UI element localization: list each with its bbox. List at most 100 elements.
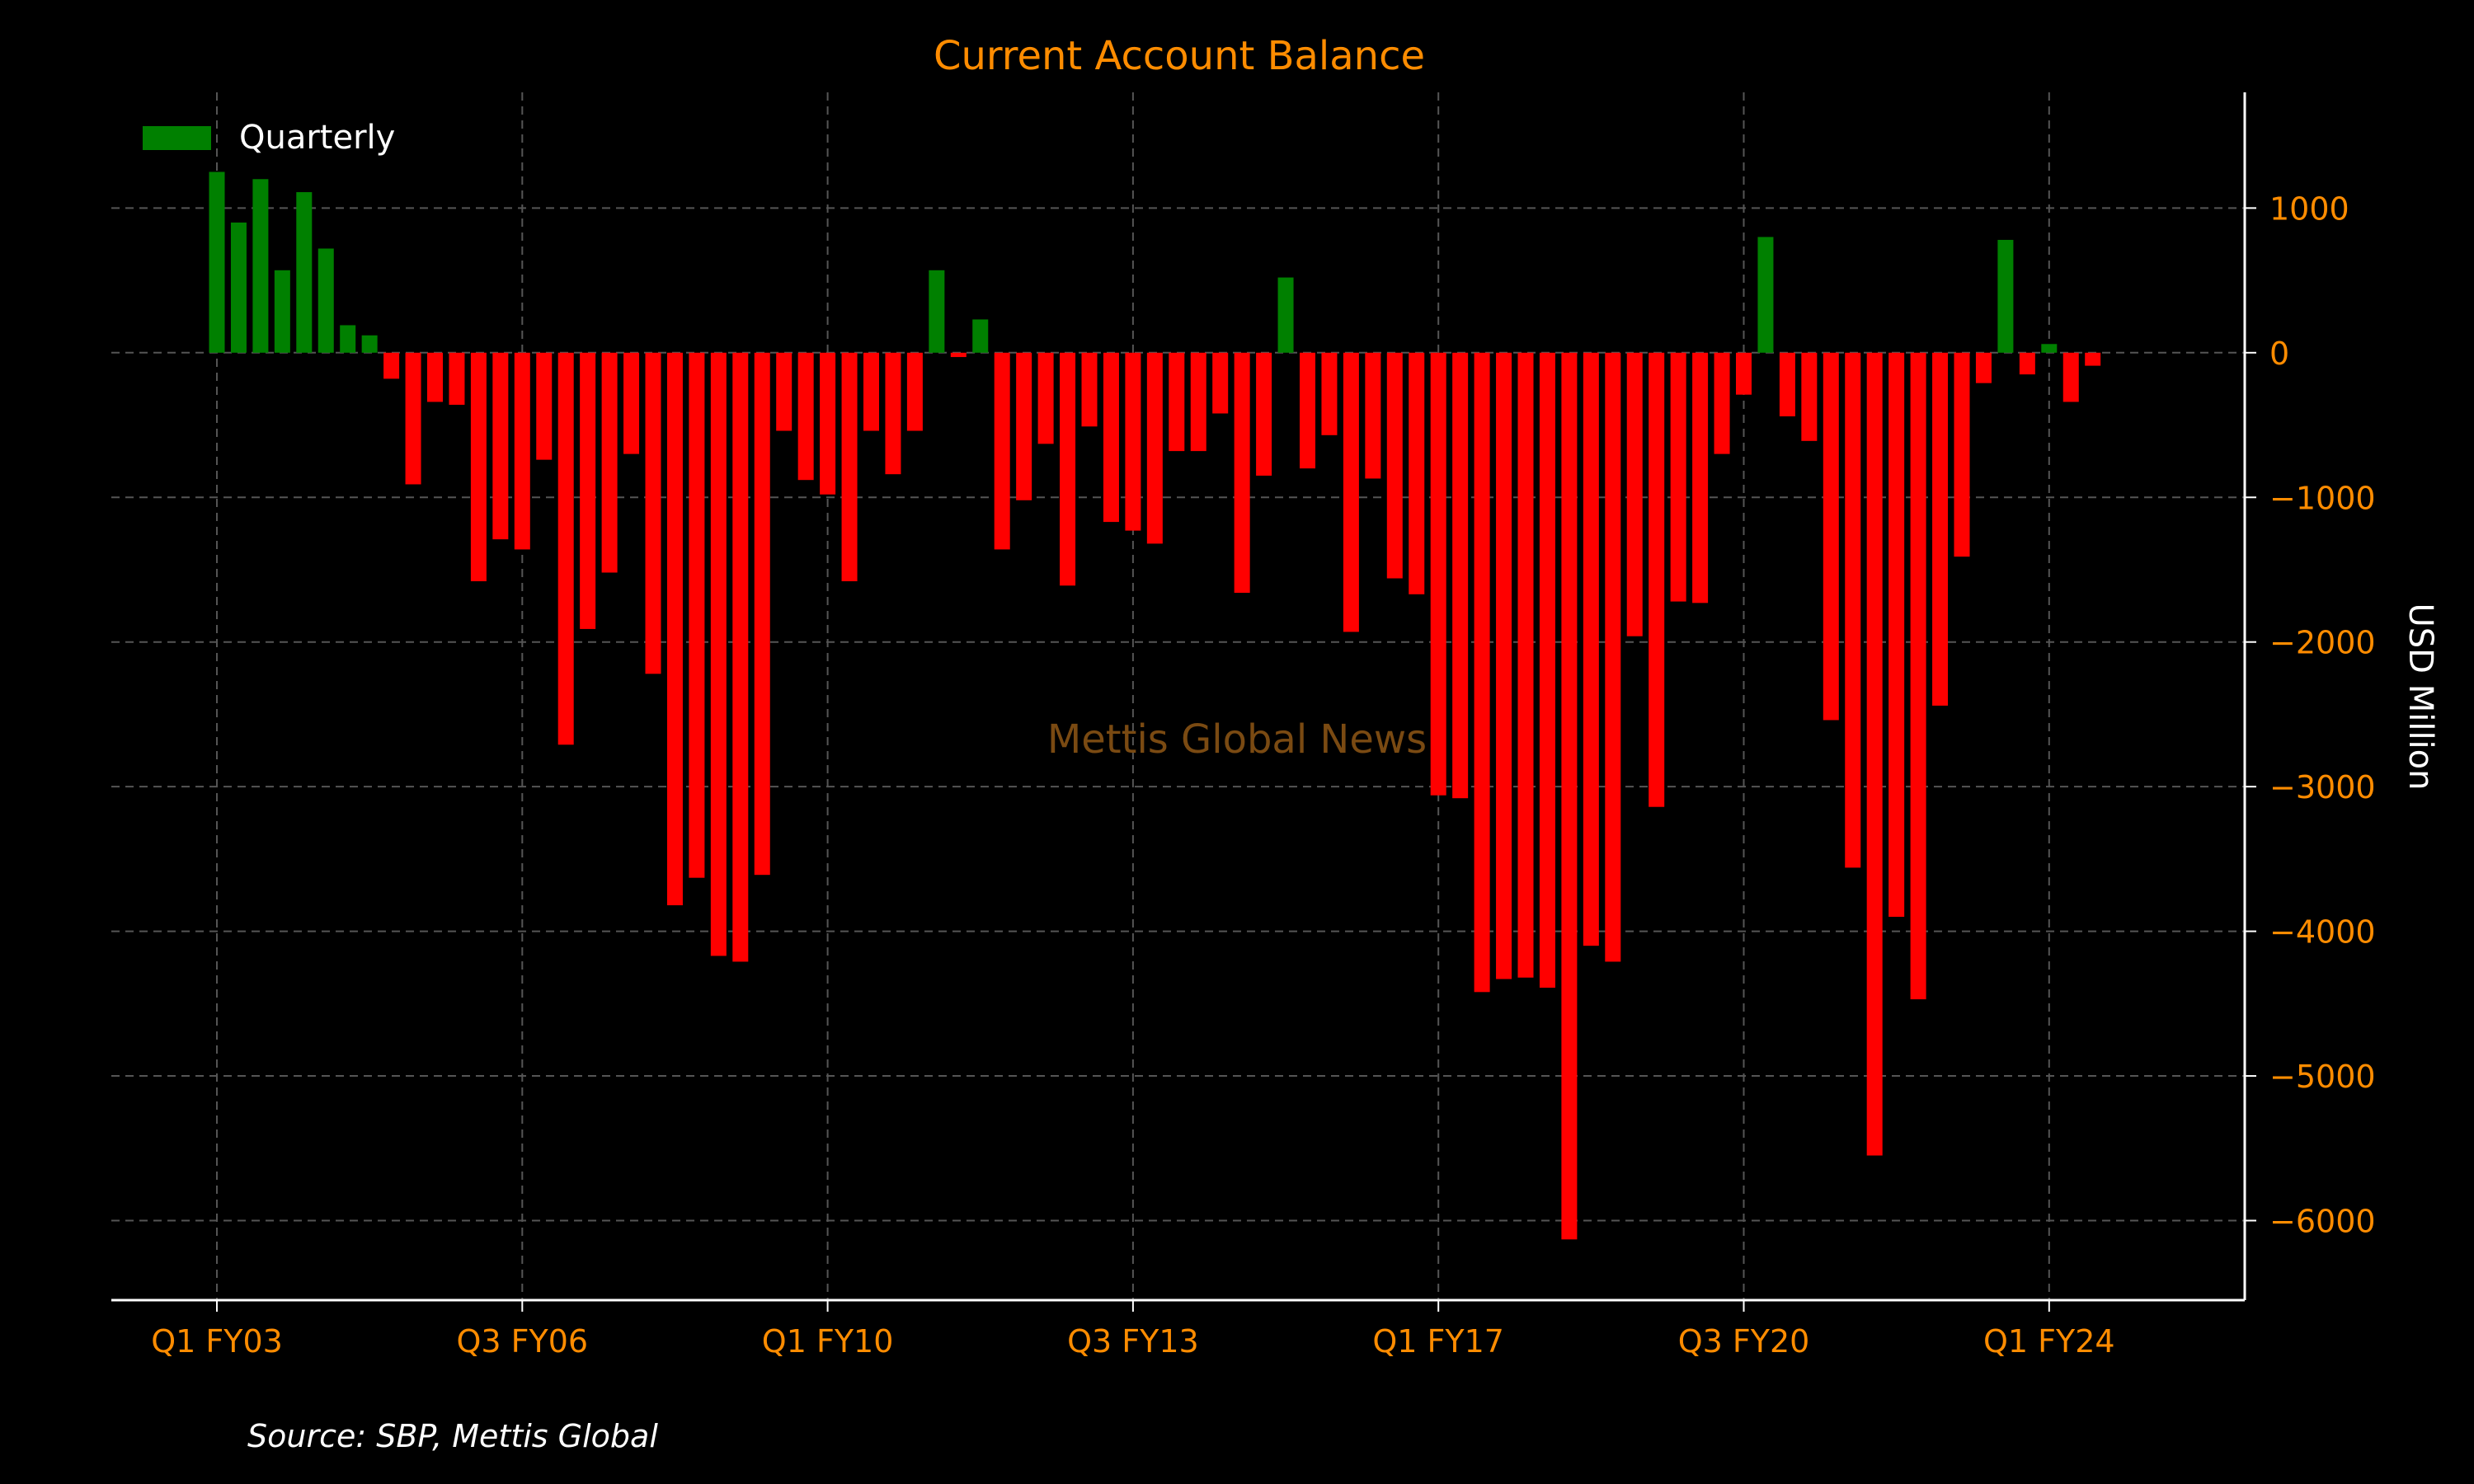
bar	[1932, 352, 1949, 706]
bar	[1256, 352, 1272, 476]
bar	[449, 352, 465, 405]
y-tick-label: −4000	[2269, 914, 2376, 951]
bar	[1539, 352, 1555, 989]
bar	[427, 352, 443, 402]
bar	[470, 352, 487, 582]
x-tick-label: Q1 FY24	[1983, 1323, 2115, 1360]
bar	[689, 352, 705, 878]
y-axis-label: USD Million	[2401, 603, 2439, 791]
bar	[1496, 352, 1512, 979]
bar	[1169, 352, 1185, 452]
bar	[1605, 352, 1621, 962]
bar	[1736, 352, 1752, 395]
x-ticks: Q1 FY03 Q3 FY06 Q1 FY10 Q3 FY13 Q1 FY17 Q3 FY…	[151, 1300, 2115, 1360]
bar	[1452, 352, 1469, 799]
bar	[536, 352, 553, 460]
x-tick-label: Q1 FY10	[762, 1323, 894, 1360]
bar	[754, 352, 770, 876]
bar	[666, 352, 683, 906]
bar	[1714, 352, 1730, 454]
bar	[1103, 352, 1119, 523]
source-note: Source: SBP, Mettis Global	[247, 1418, 658, 1454]
y-tick-label: −5000	[2269, 1059, 2376, 1095]
bar	[906, 352, 923, 431]
legend-label: Quarterly	[239, 119, 395, 157]
bar	[601, 352, 618, 573]
bar	[1409, 352, 1425, 594]
watermark-text: Mettis Global News	[1047, 716, 1427, 763]
bar	[1430, 352, 1446, 796]
bar	[492, 352, 509, 540]
bar	[797, 352, 814, 481]
bar	[1190, 352, 1206, 452]
bar	[274, 270, 290, 353]
bar	[1146, 352, 1163, 544]
bar	[1037, 352, 1054, 444]
bar	[776, 352, 793, 431]
bar	[732, 352, 749, 962]
bar	[1757, 237, 1774, 353]
x-tick-label: Q1 FY03	[151, 1323, 283, 1360]
bar	[1343, 352, 1359, 632]
bar	[972, 319, 989, 353]
bar	[2062, 352, 2079, 402]
y-tick-label: −6000	[2269, 1204, 2376, 1240]
bar	[820, 352, 836, 495]
bar	[950, 352, 967, 358]
bar	[2019, 352, 2035, 375]
bar	[994, 352, 1010, 550]
bar	[929, 270, 945, 353]
bar	[1692, 352, 1709, 603]
bar	[1321, 352, 1338, 435]
y-tick-label: −1000	[2269, 480, 2376, 516]
bar	[623, 352, 640, 454]
bar	[1997, 239, 2014, 353]
y-ticks: 1000 0 −1000 −2000 −3000 −4000 −5000 −6000	[2245, 190, 2376, 1240]
x-tick-label: Q3 FY06	[457, 1323, 589, 1360]
bar	[296, 192, 313, 353]
bar	[1801, 352, 1818, 441]
legend: Quarterly	[143, 119, 395, 157]
bar	[317, 248, 334, 353]
bar	[340, 325, 356, 353]
bar	[2085, 352, 2101, 366]
bar	[209, 171, 225, 353]
x-tick-label: Q3 FY13	[1067, 1323, 1199, 1360]
y-tick-label: −3000	[2269, 769, 2376, 805]
bar	[885, 352, 901, 475]
y-tick-label: −2000	[2269, 625, 2376, 661]
y-tick-label: 1000	[2269, 190, 2349, 227]
bar	[1212, 352, 1229, 414]
bar	[710, 352, 727, 956]
bar	[514, 352, 530, 550]
bar	[1649, 352, 1665, 807]
bar	[1910, 352, 1926, 1000]
bar	[841, 352, 858, 582]
bar	[1016, 352, 1032, 500]
bar	[1081, 352, 1098, 427]
bar	[1583, 352, 1599, 946]
bar	[1517, 352, 1534, 978]
x-tick-label: Q3 FY20	[1678, 1323, 1810, 1360]
bar	[252, 179, 269, 353]
chart-title: Current Account Balance	[934, 33, 1425, 79]
bar	[557, 352, 574, 745]
bar	[1277, 277, 1294, 353]
bar	[1561, 352, 1578, 1240]
bar	[383, 352, 400, 379]
bar	[405, 352, 421, 485]
bar	[2041, 344, 2058, 353]
bar	[1888, 352, 1905, 918]
bar	[1234, 352, 1250, 594]
bar	[1975, 352, 1992, 383]
bar	[1125, 352, 1141, 531]
bar	[1060, 352, 1076, 586]
bar	[1300, 352, 1315, 469]
axes	[111, 92, 2246, 1302]
y-tick-label: 0	[2269, 336, 2289, 372]
bar	[1954, 352, 1970, 557]
bar	[580, 352, 596, 629]
bar	[1823, 352, 1839, 721]
bar	[1365, 352, 1381, 479]
